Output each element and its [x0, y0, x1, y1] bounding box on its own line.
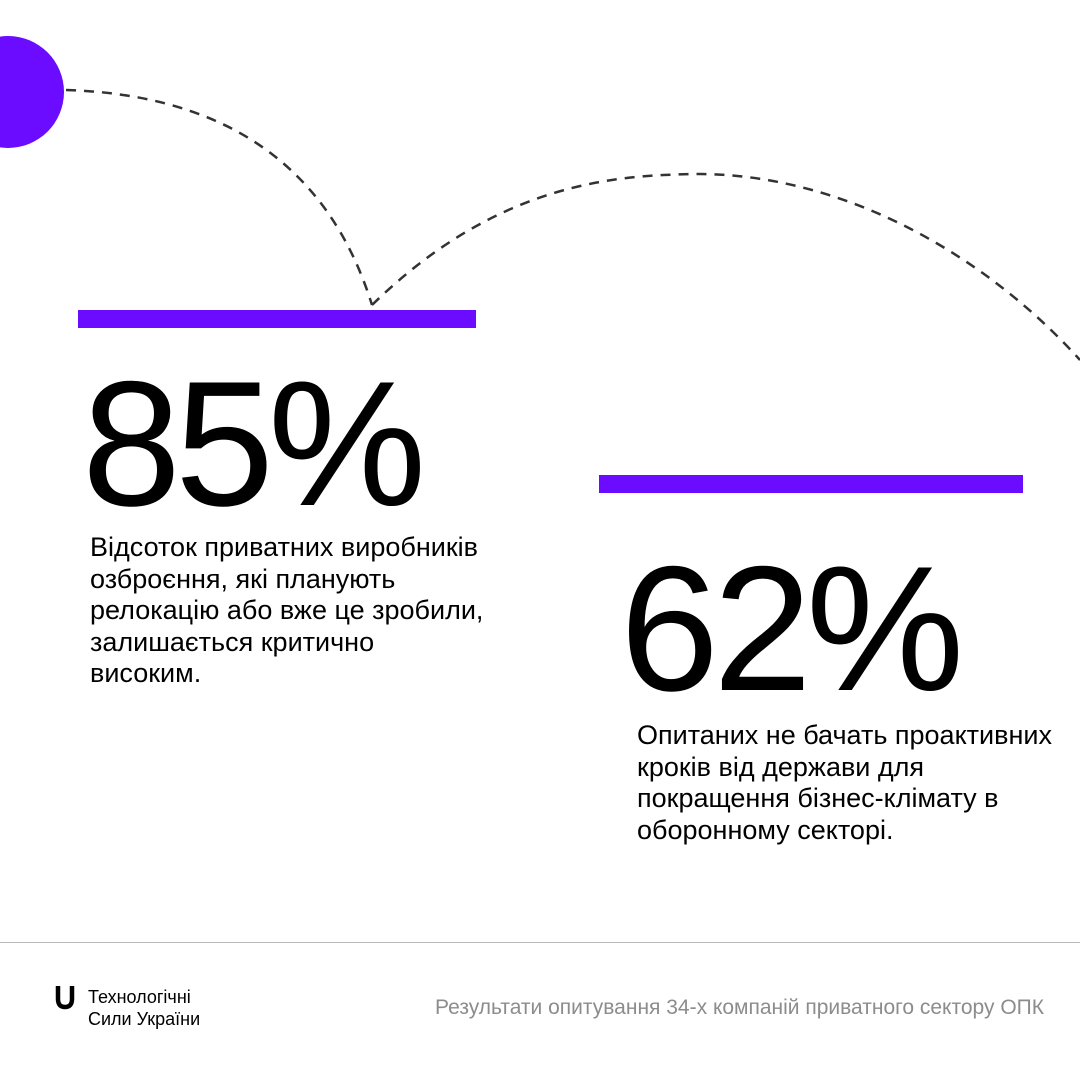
survey-caption: Результати опитування 34-х компаній прив…	[435, 996, 1044, 1019]
brand-line-2: Сили України	[88, 1009, 201, 1029]
brand-name: Технологічні Сили України	[88, 986, 200, 1030]
brand-logo: Технологічні Сили України	[54, 986, 200, 1030]
u-shape-logo-icon	[55, 986, 75, 1010]
stat-value-85: 85%	[82, 344, 426, 543]
circle-dot-icon	[0, 36, 64, 148]
accent-bar-1	[78, 310, 476, 328]
brand-line-1: Технологічні	[88, 987, 191, 1007]
footer-divider	[0, 942, 1080, 943]
stat-description-2: Опитаних не бачать проактивних кроків ві…	[637, 720, 1052, 845]
stat-value-62: 62%	[620, 529, 964, 728]
accent-bar-2	[599, 475, 1023, 493]
stat-description-1: Відсоток приватних виробників озброєння,…	[90, 532, 484, 688]
